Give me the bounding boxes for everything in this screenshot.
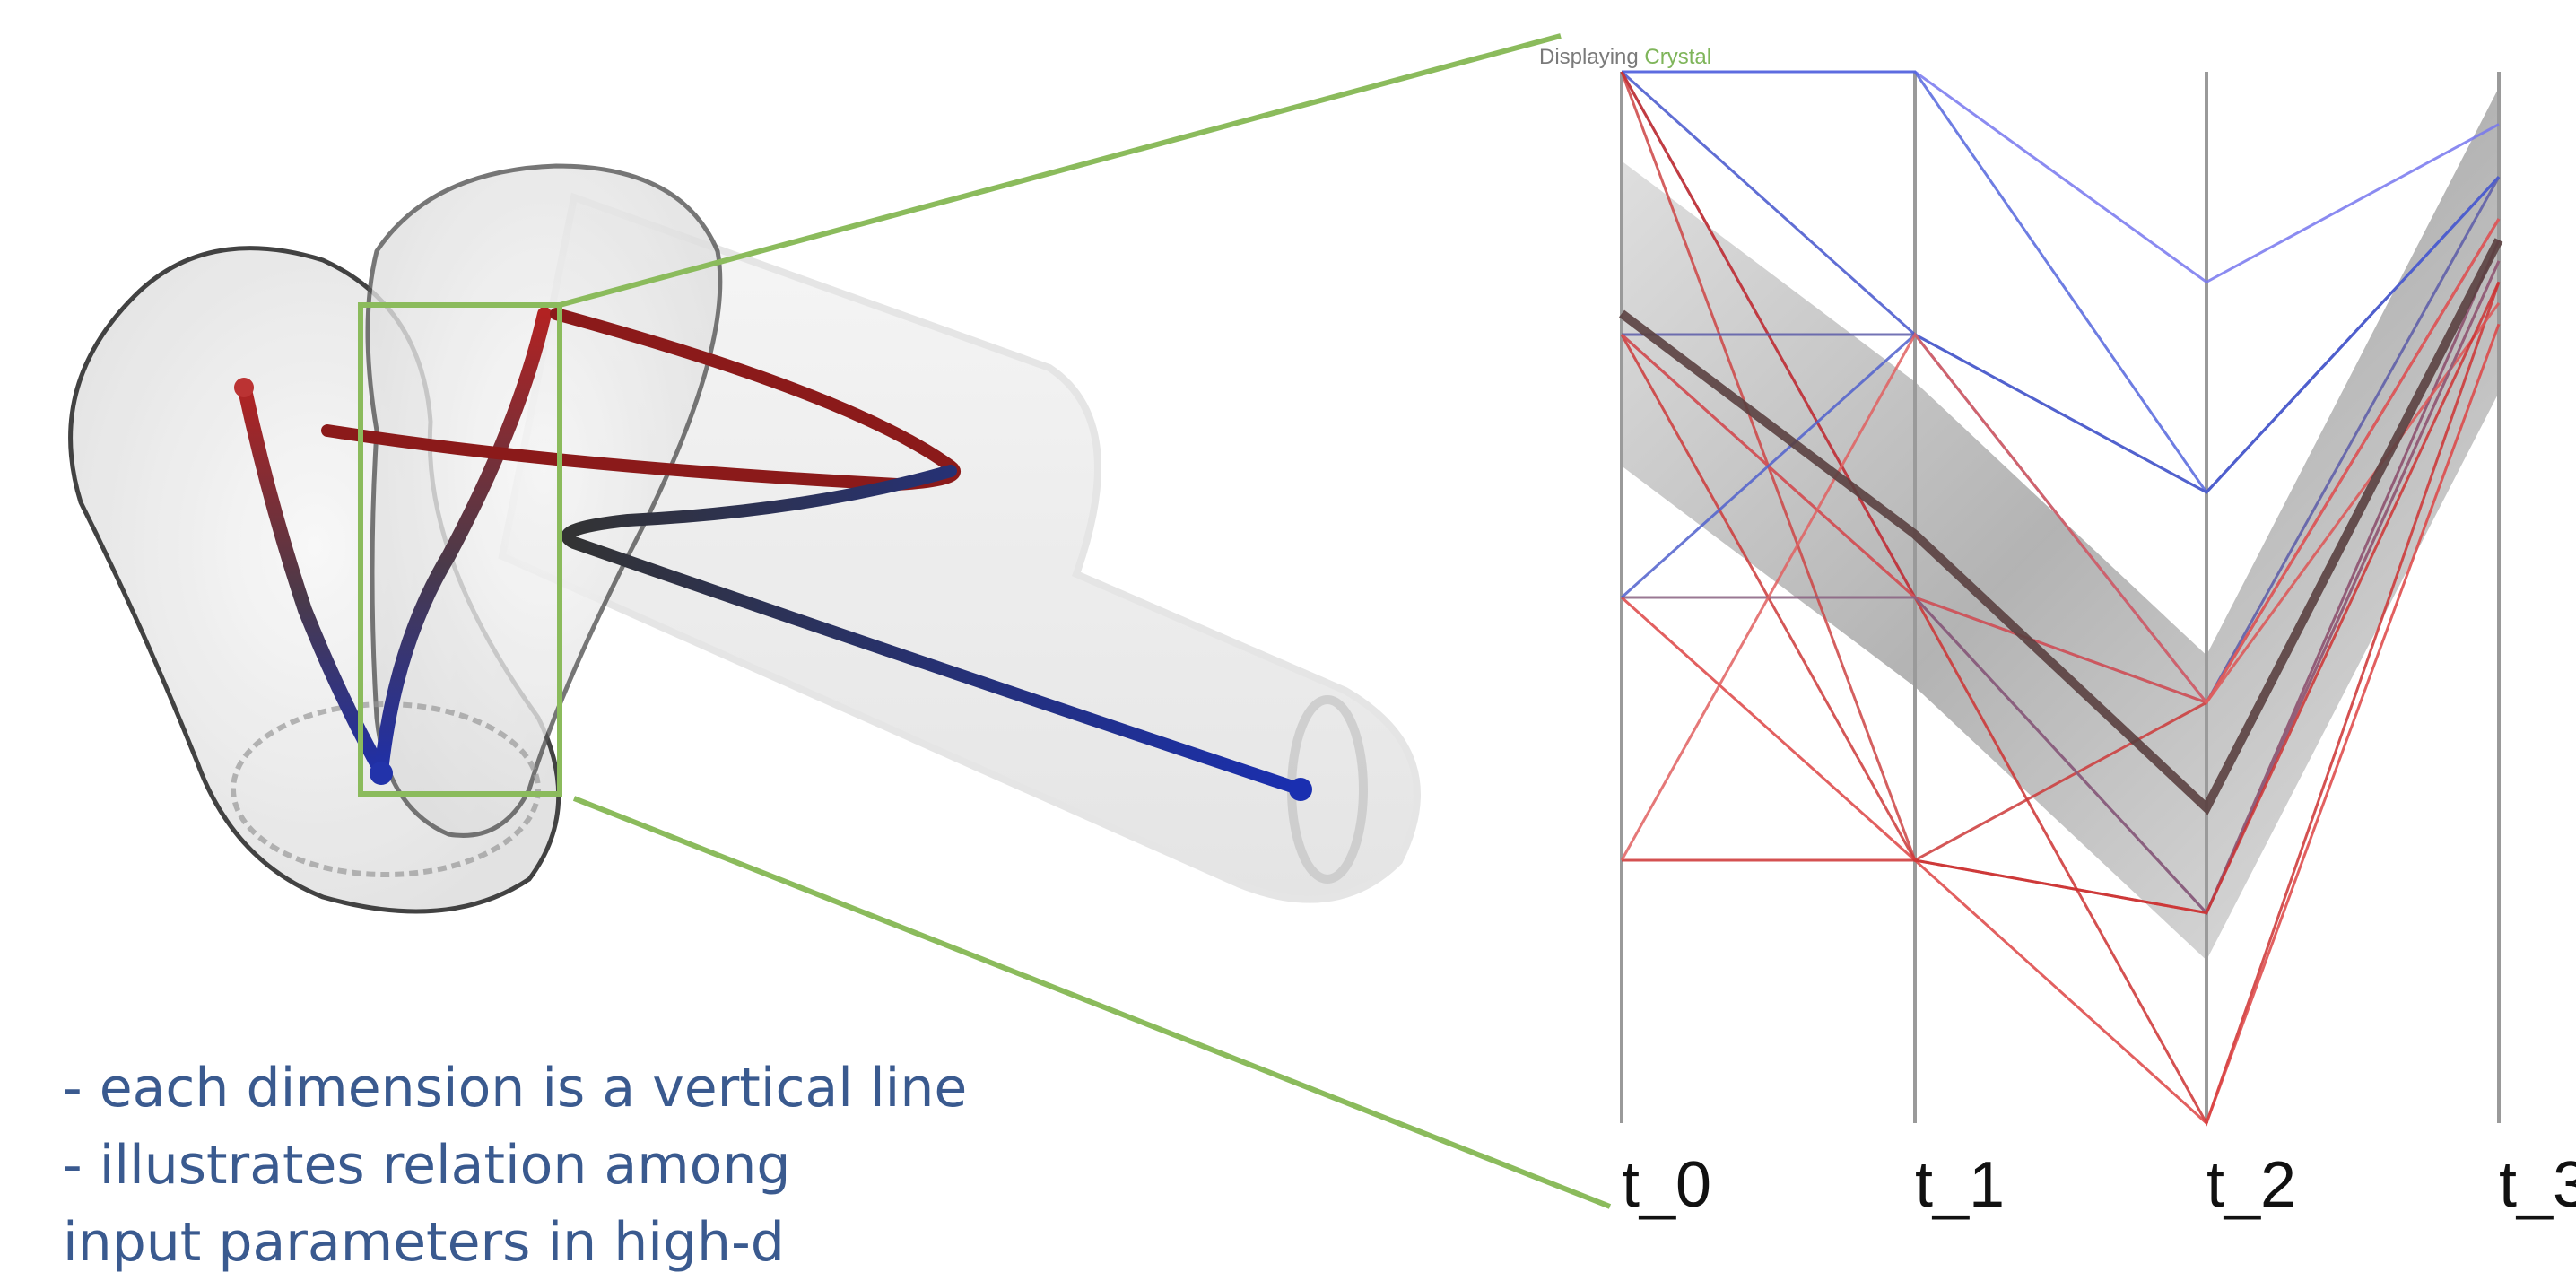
zoom-connector-top (559, 33, 1562, 308)
path-cross-lower (561, 465, 1307, 796)
path-end-right (1289, 778, 1312, 801)
bullet-2: - illustrates relation among (63, 1134, 791, 1197)
pc-mean (1618, 238, 2503, 815)
bullet-3: input parameters in high-d (63, 1211, 785, 1274)
axis-label-t_2: t_2 (2206, 1149, 2296, 1221)
data-line-13 (1622, 281, 2501, 915)
caption-highlight: Crystal (1644, 45, 1712, 69)
path-end-bottom (370, 762, 393, 785)
bullet-1: - each dimension is a vertical line (63, 1057, 968, 1120)
zoom-connector-bottom (572, 796, 1612, 1209)
axis-label-t_3: t_3 (2499, 1149, 2576, 1221)
data-line-11 (1620, 323, 2501, 1126)
chart-caption: Displaying Crystal (1539, 45, 1711, 70)
path-left-branch (237, 379, 388, 779)
highlight-box (358, 302, 562, 797)
pc-axis-labels: t_0 t_1 t_2 t_3 (1622, 1149, 2576, 1221)
band-shape (1622, 87, 2499, 961)
confidence-band (1622, 87, 2499, 961)
pc-lines (1620, 70, 2501, 1127)
tube-bottom-cap (231, 702, 541, 877)
axis-label-t_1: t_1 (1915, 1149, 2005, 1221)
path-end-top (234, 378, 254, 397)
axis-label-t_0: t_0 (1622, 1149, 1711, 1221)
data-line-12 (1620, 176, 2501, 599)
data-line-14 (1620, 218, 2501, 861)
caption-prefix: Displaying (1539, 45, 1639, 69)
tube-illustration (68, 163, 1421, 914)
mean-line (1618, 238, 2503, 815)
path-right-branch (374, 307, 552, 779)
data-line-0 (1622, 70, 2500, 284)
